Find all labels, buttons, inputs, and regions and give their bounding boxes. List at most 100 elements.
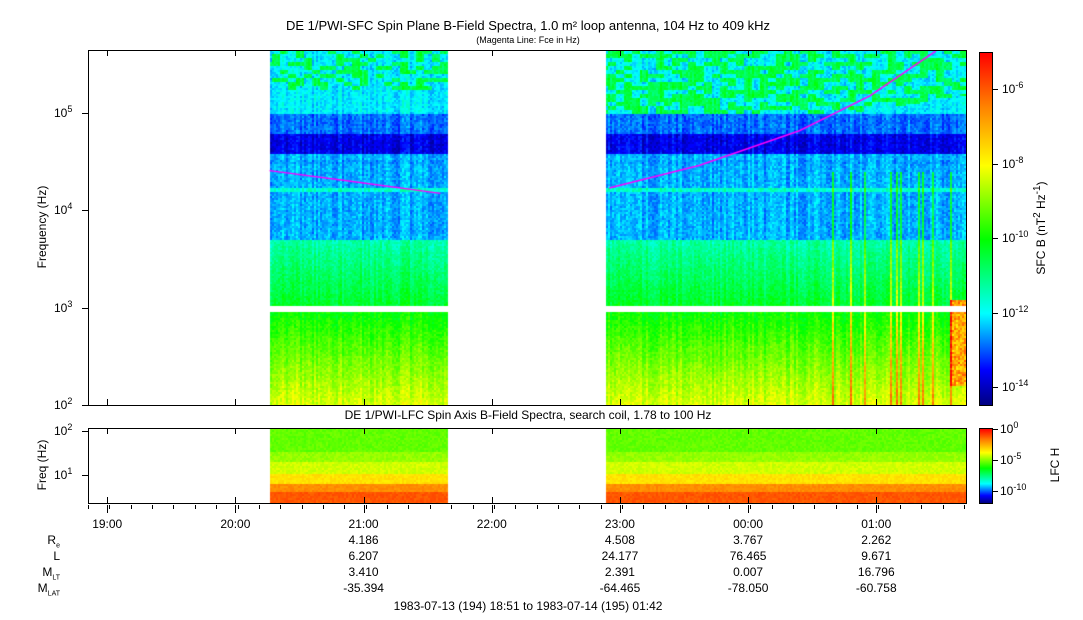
ephemeris-label: Re [47, 533, 60, 550]
x-minor-tick [493, 505, 495, 509]
x-tick [107, 428, 109, 434]
colorbar-tick-label: 10-5 [1000, 450, 1022, 467]
ephemeris-value: 9.671 [861, 549, 892, 563]
x-minor-tick [451, 505, 453, 509]
lfc-ylabel: Freq (Hz) [35, 439, 49, 491]
ephemeris-value: -64.465 [599, 581, 641, 595]
sfc-colorbar-label: SFC B (nT2 Hz-1) [1032, 181, 1048, 275]
x-tick-label: 01:00 [861, 517, 892, 531]
x-minor-tick [109, 505, 111, 509]
lfc-spectrogram [88, 428, 966, 503]
lfc-title: DE 1/PWI-LFC Spin Axis B-Field Spectra, … [344, 408, 712, 422]
x-minor-tick [472, 505, 474, 509]
x-tick [876, 497, 878, 503]
colorbar-tick-label: 10-10 [1000, 481, 1027, 498]
x-tick [619, 428, 621, 434]
colorbar-tick-label: 10-12 [1002, 303, 1029, 320]
x-minor-tick [152, 505, 154, 509]
x-minor-tick [365, 505, 367, 509]
x-minor-tick [835, 505, 837, 509]
x-minor-tick [921, 505, 923, 509]
x-minor-tick [792, 505, 794, 509]
colorbar-tick [993, 387, 998, 389]
x-tick [748, 505, 750, 513]
x-tick [491, 428, 493, 434]
x-tick [107, 505, 109, 513]
sfc-subtitle: (Magenta Line: Fce in Hz) [476, 35, 580, 45]
x-tick [235, 505, 237, 513]
ephemeris-value: 24.177 [601, 549, 639, 563]
ephemeris-value: 3.767 [733, 533, 764, 547]
colorbar-tick-label: 10-6 [1002, 80, 1024, 97]
x-minor-tick [771, 505, 773, 509]
ephemeris-value: -60.758 [855, 581, 897, 595]
sfc-plot-frame [88, 50, 967, 406]
sfc-ylabel: Frequency (Hz) [35, 185, 49, 269]
y-tick-label: 102 [54, 396, 73, 412]
x-minor-tick [600, 505, 602, 509]
x-tick-label: 19:00 [92, 517, 123, 531]
y-tick [82, 210, 88, 212]
colorbar-tick-label: 10-8 [1002, 154, 1024, 171]
x-tick [491, 399, 493, 405]
x-tick-label: 20:00 [220, 517, 251, 531]
x-tick [107, 50, 109, 56]
colorbar-tick [993, 429, 998, 430]
x-tick [748, 428, 750, 434]
ephemeris-value: 0.007 [733, 565, 764, 579]
x-tick [748, 50, 750, 56]
y-tick [82, 307, 88, 309]
x-minor-tick [173, 505, 175, 509]
x-minor-tick [429, 505, 431, 509]
x-minor-tick [387, 505, 389, 509]
x-tick [619, 497, 621, 503]
x-minor-tick [301, 505, 303, 509]
x-tick [619, 399, 621, 405]
x-minor-tick [280, 505, 282, 509]
x-tick [619, 505, 621, 513]
x-tick-label: 00:00 [733, 517, 764, 531]
x-minor-tick [408, 505, 410, 509]
ephemeris-label: L [53, 549, 60, 563]
x-minor-tick [216, 505, 218, 509]
y-tick-label: 101 [54, 465, 73, 482]
colorbar-tick [993, 89, 998, 91]
ephemeris-value: 2.262 [861, 533, 892, 547]
colorbar-tick [993, 459, 998, 461]
x-minor-tick [643, 505, 645, 509]
y-tick-label: 105 [54, 104, 73, 121]
x-tick [876, 399, 878, 405]
x-minor-tick [579, 505, 581, 509]
x-tick-label: 21:00 [348, 517, 379, 531]
x-minor-tick [814, 505, 816, 509]
colorbar-tick [993, 312, 998, 314]
lfc-colorbar-label: LFC H [1048, 447, 1062, 483]
ephemeris-value: 4.508 [604, 533, 635, 547]
x-tick [619, 50, 621, 56]
ephemeris-value: 16.796 [857, 565, 895, 579]
x-minor-tick [344, 505, 346, 509]
x-tick [235, 428, 237, 434]
x-tick [876, 428, 878, 434]
x-tick [363, 497, 365, 503]
x-tick [491, 505, 493, 513]
x-minor-tick [88, 505, 89, 509]
x-tick [748, 497, 750, 503]
x-tick [363, 505, 365, 513]
y-tick-label: 102 [54, 422, 73, 439]
ephemeris-value: -35.394 [343, 581, 384, 595]
x-tick [235, 50, 237, 56]
ephemeris-value: 76.465 [729, 549, 767, 563]
x-minor-tick [536, 505, 538, 509]
lfc-colorbar [979, 428, 993, 504]
x-minor-tick [515, 505, 517, 509]
colorbar-tick [993, 490, 998, 492]
y-tick-label: 103 [54, 298, 73, 315]
ephemeris-label: MLT [42, 565, 60, 582]
ephemeris-value: 2.391 [604, 565, 635, 579]
sfc-title: DE 1/PWI-SFC Spin Plane B-Field Spectra,… [285, 18, 771, 33]
x-tick [235, 497, 237, 503]
y-tick-label: 104 [54, 201, 73, 218]
sfc-colorbar [979, 52, 993, 406]
x-minor-tick [686, 505, 688, 509]
